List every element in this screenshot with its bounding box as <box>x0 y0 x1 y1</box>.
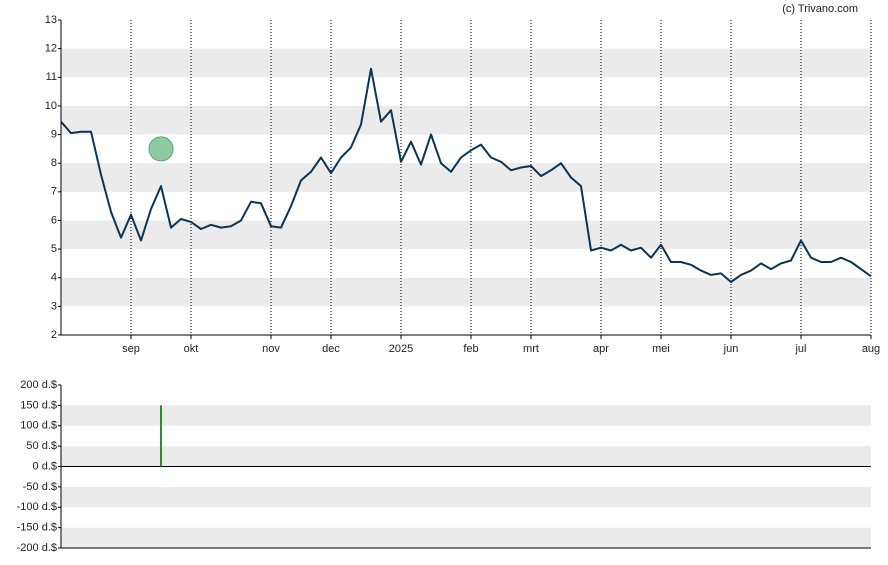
y-tick-label: 13 <box>45 14 57 26</box>
price-line <box>60 67 872 283</box>
buy-marker <box>148 136 174 162</box>
grid-band <box>61 105 871 135</box>
x-tick-label: 2025 <box>389 343 413 355</box>
y-tick-label: 0 d.$ <box>33 460 57 472</box>
x-tick-label: apr <box>593 343 609 355</box>
x-tick-label: mei <box>652 343 670 355</box>
x-tick-label: feb <box>463 343 478 355</box>
y-tick-label: -150 d.$ <box>17 522 57 534</box>
x-tick-label: nov <box>262 343 280 355</box>
y-tick-label: 7 <box>51 186 57 198</box>
x-tick-label: jul <box>794 343 806 355</box>
y-tick-label: 3 <box>51 300 57 312</box>
x-tick-label: sep <box>122 343 140 355</box>
y-tick-label: 4 <box>51 272 57 284</box>
grid-band <box>61 48 871 78</box>
y-tick-label: 10 <box>45 100 57 112</box>
grid-band <box>61 163 871 192</box>
source: (c) Trivano.com <box>782 3 858 15</box>
y-tick-label: -100 d.$ <box>17 501 57 513</box>
grid-band <box>61 486 871 508</box>
y-tick-label: -50 d.$ <box>23 481 57 493</box>
y-tick-label: 50 d.$ <box>26 440 57 452</box>
y-tick-label: 6 <box>51 214 57 226</box>
grid-band <box>61 446 871 467</box>
y-tick-label: 100 d.$ <box>20 420 57 432</box>
x-tick-label: dec <box>322 343 340 355</box>
y-tick-label: 5 <box>51 243 57 255</box>
grid-band <box>61 220 871 250</box>
y-tick-label: -200 d.$ <box>17 542 57 554</box>
grid-band <box>61 405 871 426</box>
x-tick-label: okt <box>184 343 199 355</box>
y-tick-label: 8 <box>51 157 57 169</box>
y-tick-label: 11 <box>46 71 57 83</box>
grid-band <box>61 527 871 548</box>
y-tick-label: 9 <box>51 128 57 140</box>
x-tick-label: mrt <box>523 343 539 355</box>
x-tick-label: jun <box>723 343 739 355</box>
grid-band <box>61 277 871 307</box>
y-tick-label: 200 d.$ <box>20 379 57 391</box>
y-tick-label: 2 <box>51 329 57 341</box>
y-tick-label: 150 d.$ <box>20 399 57 411</box>
x-tick-label: aug <box>862 343 880 355</box>
y-tick-label: 12 <box>45 43 57 55</box>
